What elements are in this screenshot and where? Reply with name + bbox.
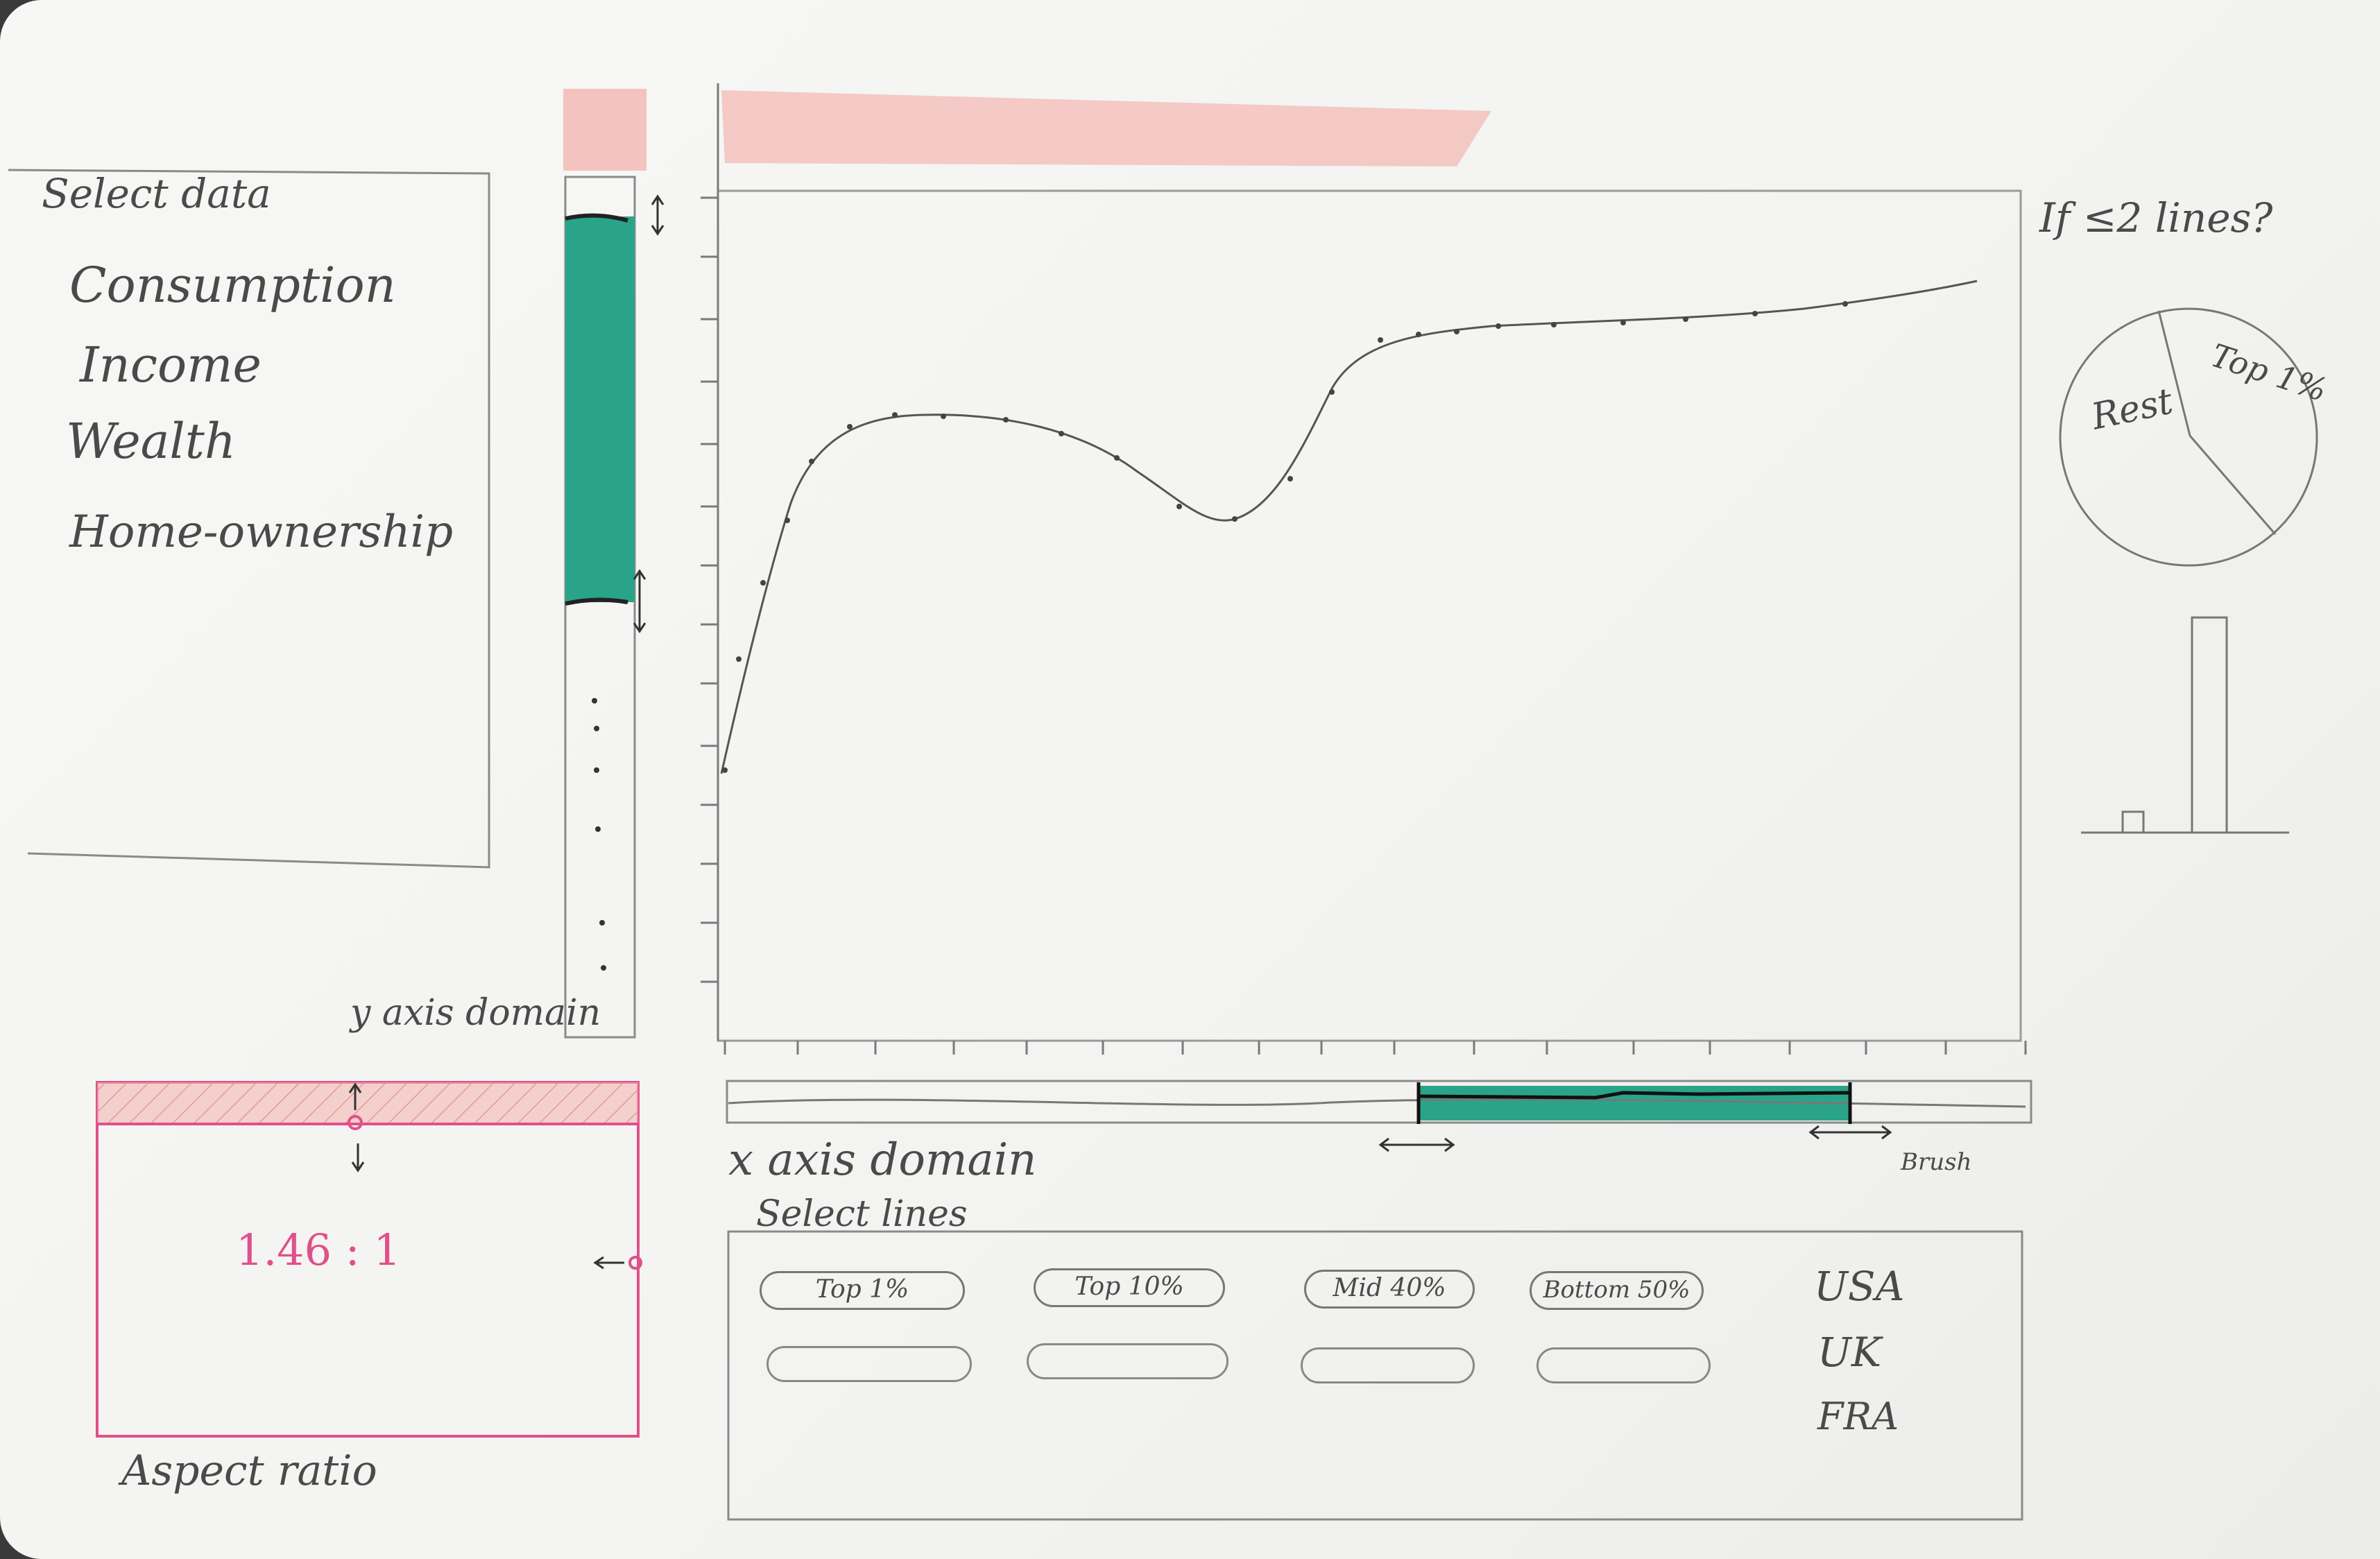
- y-axis-brush-selection[interactable]: [565, 216, 635, 602]
- x-ticks: [724, 1041, 2027, 1055]
- line-toggle-top-1[interactable]: Top 1%: [760, 1271, 965, 1310]
- select-data-panel: [8, 169, 490, 869]
- line-toggle-label: Top 10%: [1075, 1272, 1184, 1301]
- country-fra[interactable]: FRA: [1817, 1395, 1899, 1438]
- red-scribble-top: [721, 90, 1491, 167]
- main-chart-frame: [717, 189, 2022, 1042]
- line-toggle-label: Bottom 50%: [1543, 1276, 1690, 1304]
- x-axis-domain-strip: [726, 1080, 2032, 1124]
- sketch-points: [722, 301, 1848, 773]
- line-toggle-top-10[interactable]: Top 10%: [1034, 1268, 1225, 1307]
- line-toggle-mid-40[interactable]: Mid 40%: [1304, 1270, 1475, 1309]
- line-toggle-label: Top 1%: [815, 1275, 909, 1304]
- select-data-title: Select data: [42, 170, 271, 217]
- x-axis-domain-label: x axis domain: [728, 1134, 1037, 1186]
- pie-chart: [2059, 307, 2318, 567]
- resize-arrows-y[interactable]: [633, 194, 665, 633]
- y-ticks: [701, 196, 718, 983]
- line-toggle-empty[interactable]: [767, 1346, 972, 1382]
- menu-item-income[interactable]: Income: [80, 336, 262, 393]
- sketch-line: [720, 280, 1978, 774]
- menu-item-wealth[interactable]: Wealth: [66, 413, 236, 470]
- aspect-ratio-label: Aspect ratio: [121, 1447, 377, 1495]
- bar-chart-mini: [2081, 616, 2289, 834]
- y-axis-domain-label: y axis domain: [350, 992, 601, 1034]
- brush-label: Brush: [1901, 1148, 1972, 1176]
- resize-arrows-x[interactable]: [1378, 1125, 1892, 1152]
- line-toggle-empty[interactable]: [1301, 1347, 1475, 1383]
- country-uk[interactable]: UK: [1817, 1329, 1882, 1376]
- menu-item-home-ownership[interactable]: Home-ownership: [69, 506, 454, 558]
- select-lines-title: Select lines: [756, 1193, 968, 1235]
- y-axis-domain-strip: [564, 176, 636, 1039]
- line-toggle-bottom-50[interactable]: Bottom 50%: [1530, 1271, 1704, 1310]
- line-toggle-empty[interactable]: [1536, 1347, 1711, 1383]
- country-usa[interactable]: USA: [1814, 1263, 1905, 1310]
- aspect-handle-right[interactable]: [628, 1256, 642, 1270]
- select-lines-panel: [727, 1230, 2023, 1521]
- aspect-handle-top[interactable]: [348, 1115, 363, 1130]
- aspect-ratio-value: 1.46 : 1: [236, 1225, 401, 1275]
- line-toggle-label: Mid 40%: [1333, 1274, 1446, 1302]
- red-wash-y-axis: [563, 89, 647, 171]
- side-note: If ≤2 lines?: [2039, 194, 2273, 241]
- menu-item-consumption[interactable]: Consumption: [69, 257, 396, 314]
- line-toggle-empty[interactable]: [1027, 1343, 1228, 1379]
